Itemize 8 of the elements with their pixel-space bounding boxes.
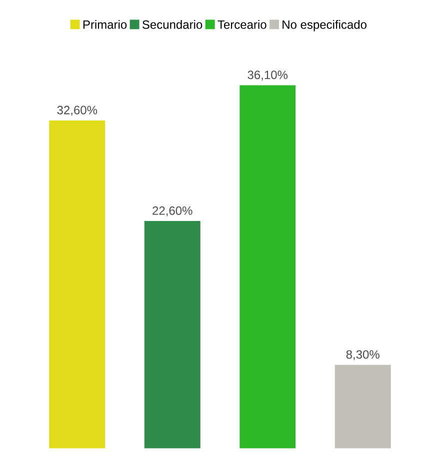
- legend-label: Terceario: [218, 20, 266, 29]
- legend-label: Primario: [83, 20, 127, 29]
- data-label: 8,30%: [346, 350, 380, 360]
- data-label: 32,60%: [57, 106, 98, 116]
- data-label: 36,10%: [248, 70, 288, 81]
- data-label: 22,60%: [152, 206, 192, 216]
- legend-label: No especificado: [282, 20, 366, 32]
- legend-label: Secundario: [142, 20, 202, 29]
